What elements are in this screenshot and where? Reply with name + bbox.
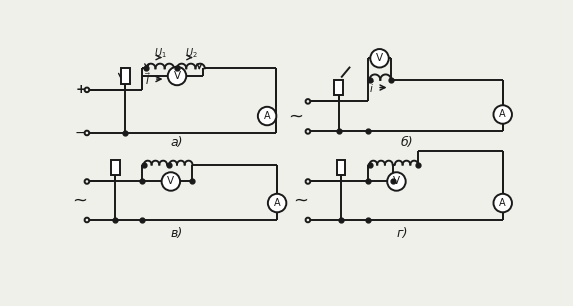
Text: $U_2$: $U_2$ <box>185 46 197 60</box>
Text: в): в) <box>171 227 183 240</box>
Text: +: + <box>76 83 86 96</box>
Text: −: − <box>75 126 87 140</box>
Bar <box>121 68 129 84</box>
Circle shape <box>162 172 180 191</box>
Text: б): б) <box>400 136 413 149</box>
Circle shape <box>85 88 89 92</box>
Bar <box>111 160 120 175</box>
Text: $\vec{I}$: $\vec{I}$ <box>145 71 152 87</box>
Text: V: V <box>174 71 180 81</box>
Text: $\vec{i}$: $\vec{i}$ <box>369 80 376 95</box>
Circle shape <box>85 218 89 222</box>
Text: A: A <box>500 198 506 208</box>
Text: A: A <box>264 111 270 121</box>
Bar <box>337 160 346 175</box>
Bar <box>335 80 343 95</box>
Circle shape <box>268 194 286 212</box>
Text: A: A <box>500 110 506 119</box>
Text: ~: ~ <box>72 192 87 210</box>
Circle shape <box>305 179 310 184</box>
Text: V: V <box>376 53 383 63</box>
Text: ~: ~ <box>293 192 308 210</box>
Circle shape <box>85 179 89 184</box>
Circle shape <box>305 129 310 134</box>
Text: а): а) <box>171 136 183 149</box>
Circle shape <box>493 105 512 124</box>
Circle shape <box>305 218 310 222</box>
Text: V: V <box>167 177 174 186</box>
Text: A: A <box>274 198 280 208</box>
Circle shape <box>168 67 186 85</box>
Circle shape <box>258 107 276 125</box>
Circle shape <box>493 194 512 212</box>
Text: V: V <box>393 177 400 186</box>
Text: г): г) <box>397 227 409 240</box>
Text: $U_1$: $U_1$ <box>154 46 167 60</box>
Circle shape <box>305 99 310 104</box>
Circle shape <box>370 49 388 68</box>
Circle shape <box>387 172 406 191</box>
Text: ~: ~ <box>288 107 303 125</box>
Circle shape <box>85 131 89 135</box>
